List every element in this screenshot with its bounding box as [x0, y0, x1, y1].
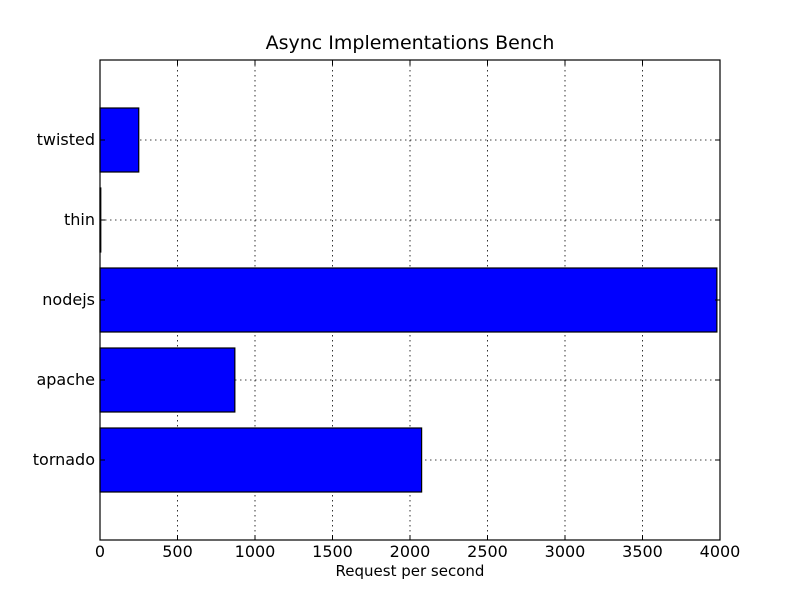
y-tick-label-apache: apache	[36, 370, 95, 389]
x-axis-label: Request per second	[336, 562, 485, 580]
x-tick-label: 3000	[545, 542, 586, 561]
y-tick-label-nodejs: nodejs	[42, 290, 95, 309]
x-tick-label: 500	[162, 542, 193, 561]
y-tick-labels: tornado apache nodejs thin twisted	[33, 130, 95, 469]
x-tick-label: 0	[95, 542, 105, 561]
bar-layer	[99, 107, 718, 493]
y-tick-label-thin: thin	[64, 210, 95, 229]
x-tick-label: 2500	[467, 542, 508, 561]
x-tick-label: 4000	[700, 542, 741, 561]
y-tick-label-twisted: twisted	[37, 130, 95, 149]
bar-twisted	[99, 107, 140, 173]
y-tick-label-tornado: tornado	[33, 450, 95, 469]
x-tick-labels: 0 500 1000 1500 2000 2500 3000 3500 4000	[95, 542, 740, 561]
bar-nodejs	[99, 267, 718, 333]
x-tick-label: 1000	[235, 542, 276, 561]
bar-tornado	[99, 427, 423, 493]
chart-title: Async Implementations Bench	[266, 32, 555, 54]
plot-frame	[99, 59, 721, 541]
bar-apache	[99, 347, 236, 413]
x-tick-label: 3500	[622, 542, 663, 561]
x-tick-label: 1500	[312, 542, 353, 561]
x-tick-label: 2000	[390, 542, 431, 561]
